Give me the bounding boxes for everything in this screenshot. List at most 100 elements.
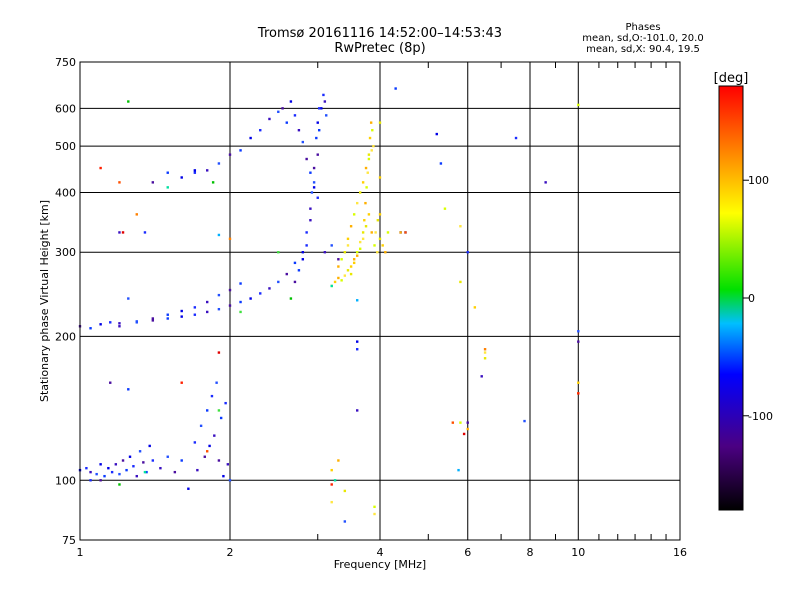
grid-lines [80,62,680,540]
data-point [151,317,155,320]
data-point [337,276,340,280]
data-point [293,261,297,265]
y-tick-label: 600 [55,102,76,115]
data-point [315,136,318,140]
data-point [289,297,293,300]
data-point [127,297,130,300]
data-point [466,251,469,254]
data-point [466,421,469,424]
data-point [333,280,337,284]
data-point [166,171,169,174]
data-point [349,225,353,228]
data-point [473,306,477,309]
data-point [386,231,390,234]
data-point [151,181,155,184]
data-point [370,231,373,234]
data-point [135,321,138,324]
data-point [166,455,169,458]
data-point [217,293,221,297]
y-tick-label: 75 [62,534,76,547]
colorbar-ticks: -100 0 100 [743,174,773,423]
data-point [346,237,350,241]
data-point [312,166,316,170]
data-point [317,128,321,132]
data-point [121,231,125,234]
data-point [361,237,365,241]
data-point [217,307,221,311]
data-point [277,251,280,254]
data-point [219,416,223,420]
data-point [466,427,469,431]
colorbar-gradient [718,85,744,511]
axis-ticks: 1 2 4 6 8 10 16 75 100 200 300 400 500 600 750 [55,56,687,559]
data-point [217,233,221,237]
data-point [187,487,190,490]
data-point [367,157,371,161]
data-point [330,483,333,486]
x-tick-label: 8 [527,546,534,559]
data-point [358,240,362,244]
data-point [378,176,382,179]
data-point [355,254,359,257]
data-point [305,244,308,247]
data-point [224,401,227,405]
data-point [148,444,151,448]
data-point [343,489,347,493]
data-point [343,274,347,277]
data-point [337,265,340,268]
data-point [514,136,518,140]
data-point [309,207,312,210]
data-point [374,231,377,234]
data-point [439,162,443,165]
data-point [577,340,580,343]
data-point [228,288,232,292]
data-point [193,441,197,444]
data-point [577,330,580,333]
data-point [384,251,387,254]
data-point [249,297,252,300]
data-point [523,419,526,423]
data-point [159,466,162,470]
x-tick-label: 16 [673,546,687,559]
data-point [205,310,209,314]
data-point [378,237,382,241]
data-point [143,231,147,234]
x-tick-label: 4 [377,546,384,559]
data-point [317,107,321,110]
data-point [337,258,340,261]
data-point [205,300,209,304]
data-point [226,463,230,466]
data-point [316,121,319,124]
data-point [355,201,359,205]
data-point [459,421,462,424]
data-point [330,284,333,288]
data-point [293,280,297,284]
x-tick-label: 10 [571,546,585,559]
data-point [99,479,102,482]
data-point [118,325,121,328]
data-point [239,282,242,285]
data-point [358,247,362,250]
data-point [132,465,135,468]
data-points [78,87,580,523]
data-point [459,225,462,228]
data-point [366,171,369,174]
data-point [376,219,380,222]
data-point [330,468,333,472]
data-point [483,348,487,351]
data-point [180,309,183,313]
data-point [109,321,112,324]
data-point [196,468,199,472]
data-point [138,450,142,453]
data-point [301,258,305,261]
data-point [346,269,350,272]
data-point [301,140,305,144]
data-point [166,317,169,320]
data-point [239,149,242,152]
data-point [577,381,580,384]
colorbar-tick-label: 0 [748,292,755,305]
data-point [99,323,102,326]
data-point [199,424,203,428]
data-point [346,244,350,247]
data-point [239,310,242,314]
